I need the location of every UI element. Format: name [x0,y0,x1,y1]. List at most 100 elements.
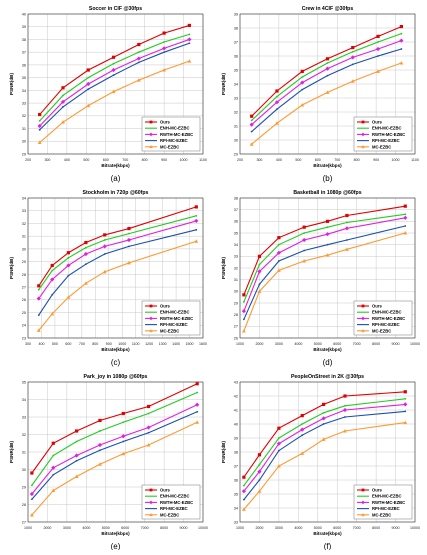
data-point [37,288,40,291]
legend-label: RWTH-MC-EZBC [372,500,405,505]
legend-label: RWTH-MC-EZBC [160,316,193,321]
data-point [29,491,34,497]
legend-label: RPI-MC-EZBC [372,138,400,143]
x-tick-label: 1100 [199,158,207,162]
y-tick-label: 29 [234,152,238,156]
x-tick-label: 4000 [294,342,302,346]
data-point [36,296,41,301]
x-tick-label: 300 [25,342,31,346]
y-tick-label: 29 [234,301,238,305]
data-point [162,31,166,35]
y-tick-label: 31 [22,450,26,454]
data-point [162,46,167,51]
legend-label: ENH-MC-EZBC [160,310,190,315]
legend-marker [361,132,365,137]
panel-caption: (c) [111,358,121,367]
legend-marker [149,120,153,124]
data-point [38,112,42,117]
data-point [122,421,125,424]
data-point [163,51,166,54]
data-point [51,293,54,296]
legend-marker [361,145,365,149]
data-point [257,489,262,493]
x-tick-label: 300 [256,158,262,162]
legend-label: MC-EZBC [160,328,179,333]
legend-label: RPI-MC-EZBC [372,506,400,511]
legend-label: MC-EZBC [372,328,391,333]
data-point [137,51,140,54]
data-point [242,484,245,487]
data-point [249,142,254,146]
data-point [351,50,354,53]
y-tick-label: 23 [22,336,26,340]
data-point [275,89,279,93]
y-tick-label: 34 [22,89,26,93]
data-point [325,90,330,94]
data-point [37,314,40,316]
x-tick-label: 800 [354,158,360,162]
data-point [344,416,346,418]
x-tick-label: 1100 [411,158,419,162]
data-point [300,69,304,73]
data-point [187,59,192,63]
data-point [257,289,262,293]
data-point [83,281,88,285]
data-point [188,42,191,45]
x-tick-label: 400 [64,158,70,162]
data-point [326,62,329,64]
chart-panel-3: 300 400 500 600 700 800 900 1000 1100 1200 1300 140… [9,190,207,367]
data-point [241,489,246,494]
data-point [258,263,261,266]
data-point [37,123,42,129]
x-tick-label: 700 [79,342,85,346]
data-point [400,32,403,35]
x-tick-label: 800 [142,158,148,162]
data-point [66,251,70,255]
y-tick-label: 30 [22,468,26,472]
legend-label: RPI-MC-EZBC [160,322,188,327]
x-tick-label: 7000 [353,526,361,530]
plot-frame [239,197,416,339]
panel-caption: (f) [324,542,332,550]
y-tick-label: 28 [234,313,238,317]
data-point [162,68,167,72]
plot-frame [239,381,416,523]
data-point [99,430,101,432]
y-axis-label: PSNR(dB) [221,257,226,279]
y-axis-label: PSNR(dB) [9,257,14,279]
data-point [111,89,116,94]
x-tick-label: 500 [295,158,301,162]
x-tick-label: 6000 [121,526,129,530]
data-point [146,425,151,430]
data-point [302,259,307,263]
legend-label: Ours [160,120,170,125]
data-point [326,243,329,246]
data-point [98,418,102,423]
y-tick-label: 33 [22,209,26,213]
data-point [242,498,245,501]
data-point [250,119,253,122]
chart-title: Crew in 4CIF @30fps [302,6,354,12]
data-point [277,449,280,452]
panel-caption: (b) [323,174,333,183]
x-tick-label: 1100 [132,342,140,346]
x-tick-label: 1500 [186,342,194,346]
data-point [147,412,150,415]
data-point [258,283,261,286]
plot-frame [27,13,204,155]
chart-title: Stockholm in 720p @60fps [83,190,149,196]
data-point [302,225,306,229]
data-point [300,451,305,455]
data-point [50,277,55,282]
data-point [376,34,380,38]
data-point [322,423,325,425]
x-tick-label: 900 [106,342,112,346]
y-tick-label: 35 [234,231,238,235]
chart-title: Basketball in 1080p @60fps [293,190,361,196]
legend-label: Ours [372,120,382,125]
x-tick-label: 10000 [410,342,420,346]
y-tick-label: 28 [22,503,26,507]
x-tick-label: 2000 [43,526,51,530]
y-tick-label: 27 [22,520,26,524]
data-point [325,253,330,257]
